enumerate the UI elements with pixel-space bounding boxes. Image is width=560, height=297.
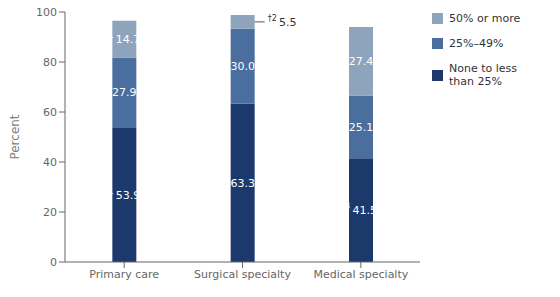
svg-text:Percent: Percent	[8, 114, 22, 159]
svg-text:100: 100	[36, 6, 57, 19]
svg-text:80: 80	[43, 56, 57, 69]
svg-text:25.1: 25.1	[349, 120, 374, 133]
svg-text:40: 40	[43, 156, 57, 169]
svg-text:63.3: 63.3	[230, 176, 255, 189]
svg-text:1 14.7: 1 14.7	[108, 31, 140, 46]
html-text:None to less than 25%: None to less than 25%	[449, 62, 517, 88]
html-text:25%–49%: 25%–49%	[449, 37, 504, 50]
svg-text:†2 5.5: †2 5.5	[268, 13, 297, 28]
svg-text:27.9: 27.9	[112, 86, 137, 99]
svg-text:3 41.5: 3 41.5	[345, 202, 377, 217]
html-text:50% or more: 50% or more	[449, 12, 521, 25]
svg-text:60: 60	[43, 106, 57, 119]
svg-text:0: 0	[50, 256, 57, 269]
svg-text:Surgical specialty: Surgical specialty	[194, 268, 291, 281]
svg-text:Medical specialty: Medical specialty	[313, 268, 408, 281]
svg-text:20: 20	[43, 206, 57, 219]
svg-text:27.4: 27.4	[349, 55, 374, 68]
svg-text:30.0: 30.0	[230, 60, 255, 73]
svg-text:Primary care: Primary care	[89, 268, 159, 281]
svg-text:1 53.9: 1 53.9	[108, 186, 140, 201]
